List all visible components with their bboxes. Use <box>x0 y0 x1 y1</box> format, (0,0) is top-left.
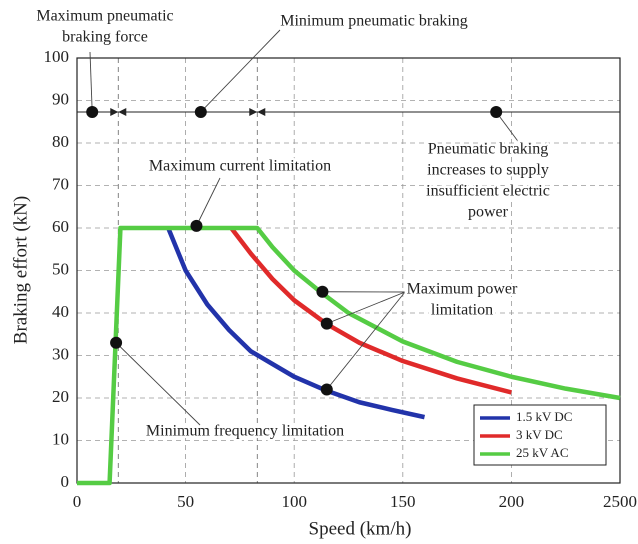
x-tick-label: 0 <box>73 492 82 511</box>
y-tick-label: 100 <box>44 47 70 66</box>
leader-line <box>495 111 521 145</box>
annotation-dot <box>316 285 329 298</box>
annotation-text: Maximum power <box>407 281 518 298</box>
arrowhead <box>257 107 266 116</box>
annotation-dot <box>190 219 203 232</box>
annotation-text: Maximum current limitation <box>149 158 331 175</box>
y-tick-label: 70 <box>52 174 69 193</box>
annotation-text: Pneumatic braking <box>428 141 548 158</box>
annotation-text: insufficient electric <box>426 183 550 200</box>
annotation-dot <box>320 383 333 396</box>
legend-label: 1.5 kV DC <box>516 409 572 424</box>
y-tick-label: 50 <box>52 259 69 278</box>
annotation-dot <box>194 105 207 118</box>
legend-label: 25 kV AC <box>516 445 569 460</box>
legend-label: 3 kV DC <box>516 427 563 442</box>
x-tick-label: 150 <box>390 492 416 511</box>
annotation-text: limitation <box>431 302 493 319</box>
y-tick-label: 80 <box>52 132 69 151</box>
y-tick-label: 60 <box>52 217 69 236</box>
annotation-text: power <box>468 204 509 221</box>
leader-line <box>326 291 406 325</box>
x-tick-label: 200 <box>499 492 525 511</box>
series-line <box>166 227 426 420</box>
arrowhead <box>118 107 127 116</box>
leader-line <box>200 29 281 113</box>
leader-line <box>196 177 221 227</box>
y-tick-label: 40 <box>52 302 69 321</box>
annotation-text: Maximum pneumatic <box>36 8 173 25</box>
annotation-dot <box>86 105 99 118</box>
y-axis-label: Braking effort (kN) <box>10 196 31 344</box>
y-tick-label: 20 <box>52 387 69 406</box>
x-tick-label: 2500 <box>603 492 637 511</box>
y-tick-label: 30 <box>52 344 69 363</box>
x-tick-label: 50 <box>177 492 194 511</box>
x-tick-label: 100 <box>281 492 307 511</box>
annotation-dot <box>110 336 123 349</box>
x-axis-label: Speed (km/h) <box>309 518 412 539</box>
leader-line <box>326 291 406 390</box>
annotation-text: increases to supply <box>427 162 549 179</box>
arrowhead <box>110 107 119 116</box>
annotation-text: Minimum frequency limitation <box>146 423 344 440</box>
annotation-text: Minimum pneumatic braking <box>280 13 468 30</box>
y-tick-label: 90 <box>52 89 69 108</box>
annotation-dot <box>320 317 333 330</box>
leader-line <box>115 342 201 426</box>
y-tick-label: 10 <box>52 429 69 448</box>
leader-line <box>89 51 93 112</box>
annotation-text: braking force <box>62 29 148 46</box>
arrowhead <box>249 107 258 116</box>
plot-frame <box>76 57 621 484</box>
annotation-dot <box>490 105 503 118</box>
y-tick-label: 0 <box>61 472 70 491</box>
